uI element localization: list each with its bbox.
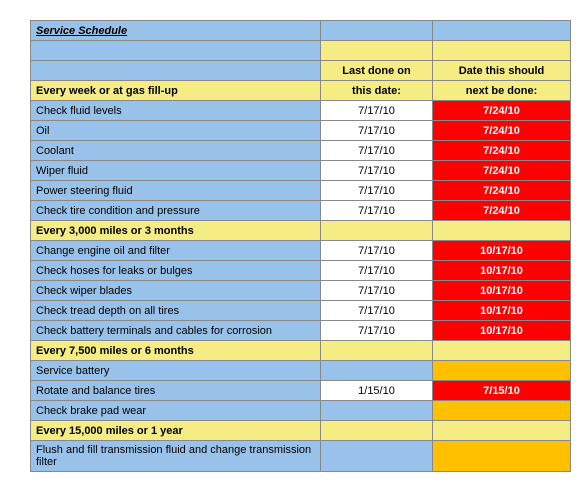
table-cell: [321, 401, 433, 421]
table-cell: 7/17/10: [321, 161, 433, 181]
table-cell: [31, 41, 321, 61]
table-cell: this date:: [321, 81, 433, 101]
table-cell: next be done:: [433, 81, 571, 101]
table-cell: 7/17/10: [321, 281, 433, 301]
table-cell: 7/24/10: [433, 121, 571, 141]
table-cell: Service battery: [31, 361, 321, 381]
table-cell: 7/17/10: [321, 101, 433, 121]
table-cell: 7/24/10: [433, 101, 571, 121]
table-cell: [433, 361, 571, 381]
table-cell: 10/17/10: [433, 281, 571, 301]
table-cell: Check tire condition and pressure: [31, 201, 321, 221]
table-cell: Date this should: [433, 61, 571, 81]
table-cell: Oil: [31, 121, 321, 141]
table-cell: 10/17/10: [433, 261, 571, 281]
table-cell: 7/17/10: [321, 201, 433, 221]
table-cell: Flush and fill transmission fluid and ch…: [31, 441, 321, 472]
table-cell: 7/15/10: [433, 381, 571, 401]
table-cell: Change engine oil and filter: [31, 241, 321, 261]
table-cell: [321, 21, 433, 41]
table-cell: 7/17/10: [321, 261, 433, 281]
table-cell: [321, 441, 433, 472]
table-cell: 7/24/10: [433, 201, 571, 221]
table-cell: Every week or at gas fill-up: [31, 81, 321, 101]
table-cell: [433, 41, 571, 61]
table-cell: [321, 41, 433, 61]
table-cell: 7/17/10: [321, 141, 433, 161]
table-cell: Check tread depth on all tires: [31, 301, 321, 321]
table-cell: [321, 361, 433, 381]
table-cell: [433, 341, 571, 361]
service-schedule-table: Service ScheduleLast done onDate this sh…: [30, 20, 571, 472]
table-cell: 10/17/10: [433, 321, 571, 341]
table-cell: [321, 421, 433, 441]
table-cell: 7/17/10: [321, 241, 433, 261]
table-cell: [433, 221, 571, 241]
table-cell: [31, 61, 321, 81]
table-cell: Every 3,000 miles or 3 months: [31, 221, 321, 241]
table-cell: Check brake pad wear: [31, 401, 321, 421]
table-cell: Every 7,500 miles or 6 months: [31, 341, 321, 361]
table-cell: [321, 221, 433, 241]
table-cell: Wiper fluid: [31, 161, 321, 181]
table-cell: 7/17/10: [321, 301, 433, 321]
table-cell: Check fluid levels: [31, 101, 321, 121]
table-cell: Every 15,000 miles or 1 year: [31, 421, 321, 441]
table-cell: 7/17/10: [321, 121, 433, 141]
table-cell: Power steering fluid: [31, 181, 321, 201]
table-cell: [433, 401, 571, 421]
table-cell: [433, 421, 571, 441]
table-cell: 7/24/10: [433, 141, 571, 161]
table-cell: Check battery terminals and cables for c…: [31, 321, 321, 341]
table-cell: [433, 441, 571, 472]
table-cell: 7/17/10: [321, 181, 433, 201]
table-cell: Last done on: [321, 61, 433, 81]
table-cell: Check hoses for leaks or bulges: [31, 261, 321, 281]
table-cell: 10/17/10: [433, 241, 571, 261]
table-cell: 1/15/10: [321, 381, 433, 401]
table-cell: Check wiper blades: [31, 281, 321, 301]
table-cell: Coolant: [31, 141, 321, 161]
table-cell: 7/24/10: [433, 181, 571, 201]
table-cell: Service Schedule: [31, 21, 321, 41]
table-cell: 7/24/10: [433, 161, 571, 181]
table-cell: 10/17/10: [433, 301, 571, 321]
table-cell: Rotate and balance tires: [31, 381, 321, 401]
table-cell: [321, 341, 433, 361]
table-cell: 7/17/10: [321, 321, 433, 341]
table-cell: [433, 21, 571, 41]
